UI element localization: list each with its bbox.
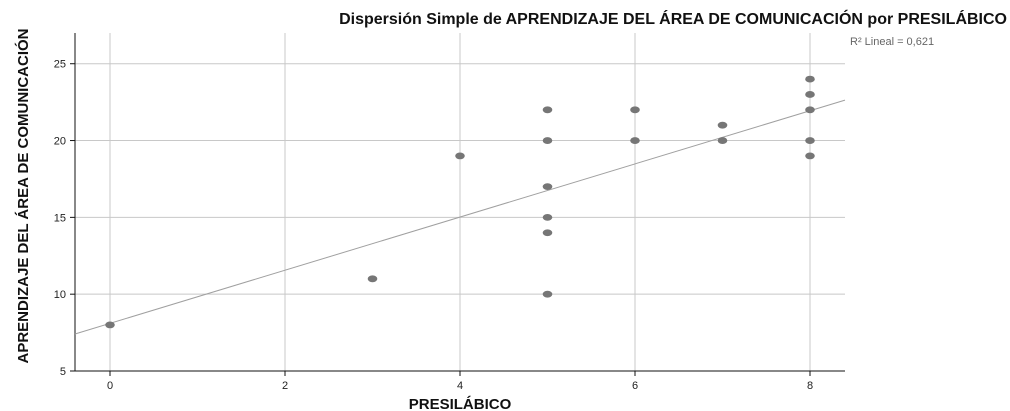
data-point	[105, 321, 115, 329]
points-layer	[105, 75, 815, 329]
chart-title: Dispersión Simple de APRENDIZAJE DEL ÁRE…	[339, 9, 1007, 28]
axis-layer: 0 2 4 6 8 5 10 15 20 25	[54, 33, 845, 392]
x-axis-tick-label: 2	[282, 380, 288, 392]
data-point	[542, 106, 553, 114]
grid-layer	[75, 33, 845, 372]
y-axis-tick-label: 5	[60, 366, 66, 378]
data-point	[717, 137, 728, 144]
data-point	[805, 152, 815, 160]
data-point	[542, 183, 553, 191]
data-point	[455, 152, 465, 160]
x-axis-tick-label: 8	[807, 380, 813, 392]
x-axis-tick-label: 4	[457, 380, 463, 392]
data-point	[805, 106, 815, 114]
data-point	[630, 137, 640, 144]
x-axis-label: PRESILÁBICO	[409, 396, 512, 411]
fit-annotation: R² Lineal = 0,621	[850, 36, 934, 48]
data-point	[542, 213, 553, 221]
data-point	[717, 121, 728, 129]
data-point	[630, 106, 640, 114]
fit-line-layer	[74, 99, 846, 335]
y-axis-label: APRENDIZAJE DEL ÁREA DE COMUNICACIÓN	[14, 28, 32, 363]
y-axis-tick-label: 15	[54, 212, 66, 224]
labels-layer: Dispersión Simple de APRENDIZAJE DEL ÁRE…	[14, 9, 1007, 411]
data-point	[542, 290, 553, 298]
data-point	[367, 275, 378, 283]
x-axis-tick-label: 0	[107, 380, 113, 392]
linear-fit-line	[74, 99, 846, 335]
data-point	[805, 91, 815, 98]
y-axis-tick-label: 20	[54, 136, 66, 148]
data-point	[542, 229, 553, 237]
data-point	[542, 137, 553, 144]
data-point	[805, 137, 815, 144]
y-axis-tick-label: 10	[54, 289, 66, 301]
data-point	[805, 75, 815, 83]
y-axis-tick-label: 25	[54, 59, 66, 71]
x-axis-tick-label: 6	[632, 380, 638, 392]
